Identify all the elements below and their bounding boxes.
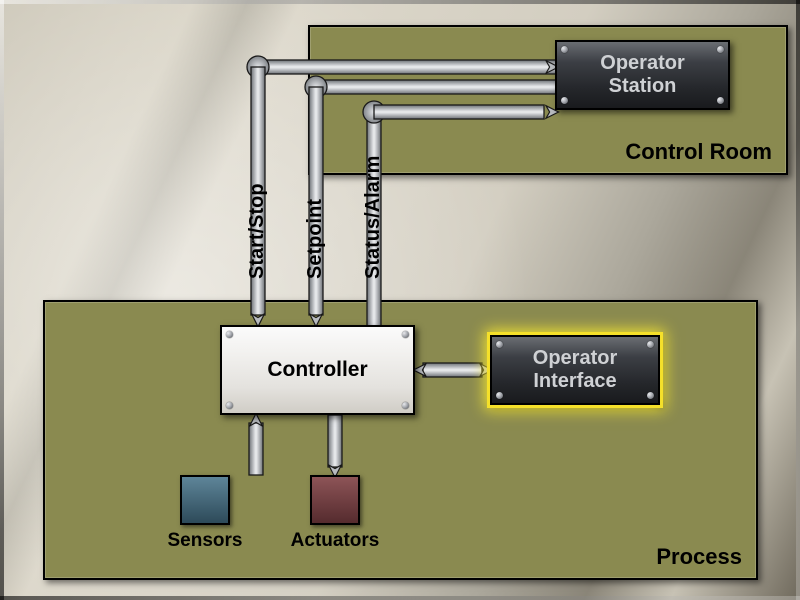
node-sensors-label: Sensors — [168, 530, 243, 552]
node-actuators — [310, 475, 360, 525]
node-operator-interface: OperatorInterface — [490, 335, 660, 405]
edge-start-stop-label: Start/Stop — [246, 183, 269, 279]
node-controller-label: Controller — [267, 358, 367, 382]
region-process-label: Process — [656, 544, 742, 570]
edge-setpoint-label: Setpoint — [304, 199, 327, 279]
region-control-room-label: Control Room — [625, 139, 772, 165]
edge-status-alarm-label: Status/Alarm — [362, 156, 385, 279]
node-actuators-label: Actuators — [291, 530, 380, 552]
node-operator-station-label: OperatorStation — [600, 52, 684, 98]
node-operator-station: OperatorStation — [555, 40, 730, 110]
node-operator-interface-label: OperatorInterface — [533, 347, 617, 393]
node-controller: Controller — [220, 325, 415, 415]
node-sensors — [180, 475, 230, 525]
